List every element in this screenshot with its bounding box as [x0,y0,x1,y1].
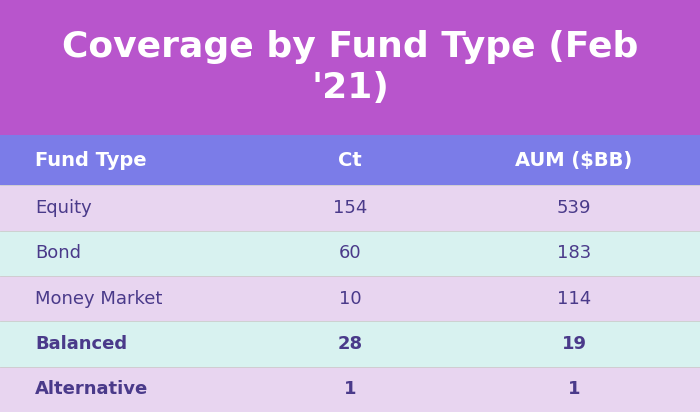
Text: Bond: Bond [35,244,81,262]
Text: Alternative: Alternative [35,380,148,398]
Text: AUM ($BB): AUM ($BB) [515,151,633,170]
Text: 183: 183 [557,244,591,262]
Text: 28: 28 [337,335,363,353]
Text: Equity: Equity [35,199,92,217]
Bar [0,185,700,231]
Bar [0,367,700,412]
Text: Balanced: Balanced [35,335,127,353]
Text: Ct: Ct [338,151,362,170]
Text: Money Market: Money Market [35,290,162,308]
Bar [0,0,700,135]
Text: 60: 60 [339,244,361,262]
Text: 1: 1 [568,380,580,398]
Text: 1: 1 [344,380,356,398]
Text: 539: 539 [556,199,592,217]
Text: 154: 154 [332,199,368,217]
Bar [0,231,700,276]
Bar [0,276,700,321]
Text: Fund Type: Fund Type [35,151,146,170]
Text: 19: 19 [561,335,587,353]
Text: Coverage by Fund Type (Feb
'21): Coverage by Fund Type (Feb '21) [62,30,638,105]
Text: 10: 10 [339,290,361,308]
Bar [0,135,700,185]
Text: 114: 114 [557,290,591,308]
Bar [0,321,700,367]
